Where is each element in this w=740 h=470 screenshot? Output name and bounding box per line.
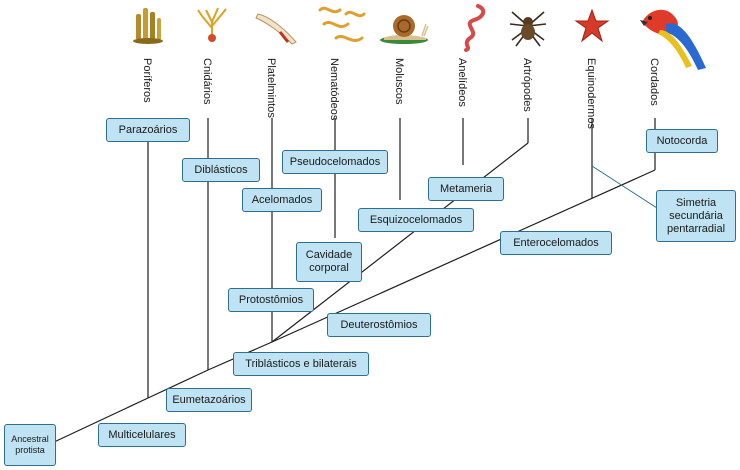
trait-box-simetria-pentarradial: Simetria secundária pentarradial <box>656 190 736 242</box>
trait-box-enterocelomados: Enterocelomados <box>500 231 612 255</box>
taxon-label-arthropoda: Artrópodes <box>521 58 533 112</box>
taxon-label-echinodermata: Equinodermos <box>585 58 597 129</box>
trait-box-pseudocelomados: Pseudocelomados <box>282 150 388 174</box>
trait-box-eumetazoarios: Eumetazoários <box>166 388 252 412</box>
trait-box-multicelulares: Multicelulares <box>98 423 186 447</box>
trait-box-triblasticos-bilaterais: Triblásticos e bilaterais <box>233 352 369 376</box>
trait-box-deuterostomios: Deuterostômios <box>327 313 431 337</box>
trait-box-cavidade-corporal: Cavidade corporal <box>296 242 362 282</box>
taxon-label-nematoda: Nematódeos <box>328 58 340 121</box>
trait-box-acelomados: Acelomados <box>242 188 322 212</box>
trunk-line-2 <box>147 369 209 399</box>
starfish-icon <box>574 8 610 43</box>
taxon-label-platyhelminthes: Platelmintos <box>265 58 277 118</box>
taxon-label-chordata: Cordados <box>648 58 660 106</box>
flatworm-icon <box>255 13 297 45</box>
snail-icon <box>380 15 429 44</box>
symmetry-connector <box>591 165 658 209</box>
earthworm-icon <box>464 4 486 52</box>
sponge-icon <box>133 8 163 44</box>
trait-box-esquizocelomados: Esquizocelomados <box>358 208 474 232</box>
spider-icon <box>509 11 547 47</box>
trait-box-diblasticos: Diblásticos <box>182 158 260 182</box>
taxon-label-cnidaria: Cnidários <box>201 58 213 105</box>
taxon-label-porifera: Poríferos <box>141 58 153 103</box>
protostome-line-2 <box>271 142 529 343</box>
trait-box-protostomios: Protostômios <box>228 288 314 312</box>
taxon-label-mollusca: Moluscos <box>393 58 405 105</box>
parrot-icon <box>640 9 706 70</box>
taxon-label-annelida: Anelídeos <box>456 58 468 107</box>
coral-icon <box>197 7 227 42</box>
trait-box-notocorda: Notocorda <box>646 129 718 153</box>
trait-box-ancestral-protista: Ancestral protista <box>4 424 56 466</box>
roundworm-icon <box>318 6 366 43</box>
trait-box-metameria: Metameria <box>428 177 504 201</box>
trait-box-parazoarios: Parazoários <box>106 118 190 142</box>
